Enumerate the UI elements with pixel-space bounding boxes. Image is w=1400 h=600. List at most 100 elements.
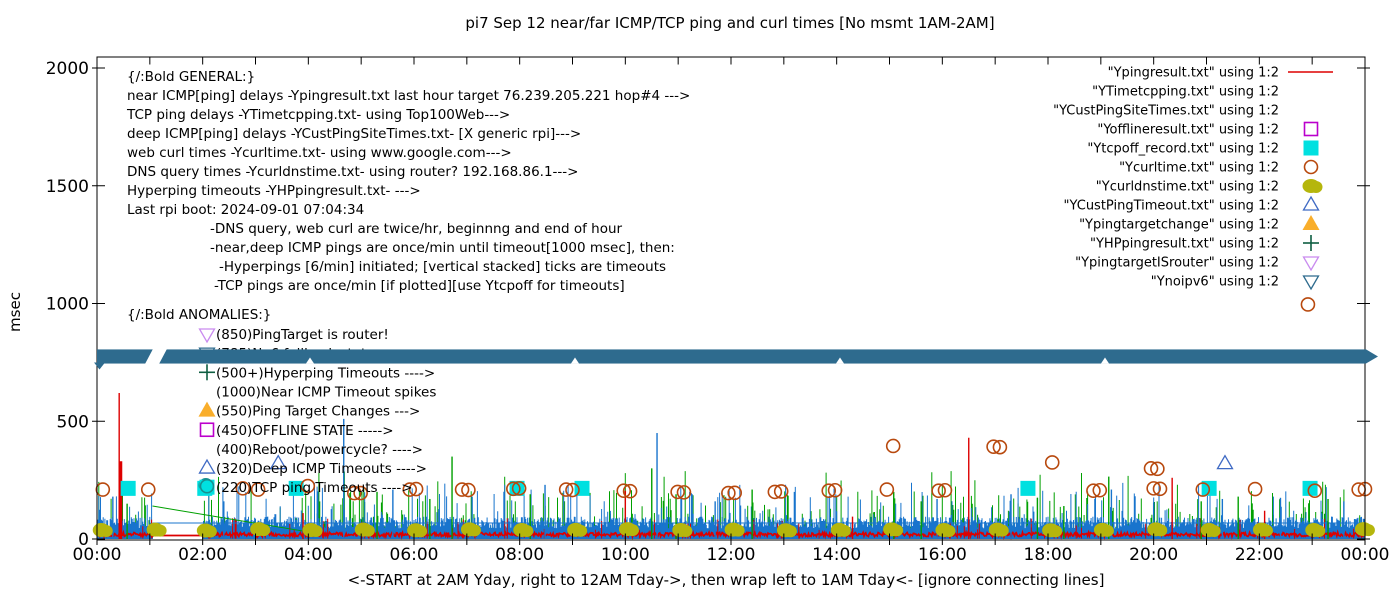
curl-time-point <box>353 485 368 501</box>
y-axis-label: msec <box>6 292 24 332</box>
legend-label: "Ytcpoff_record.txt" using 1:2 <box>1087 142 1279 157</box>
curl-time-point <box>676 485 692 500</box>
legend-marker <box>1303 140 1319 156</box>
legend-label: "Ycurltime.txt" using 1:2 <box>1119 161 1279 176</box>
dns-time-point <box>1154 524 1168 537</box>
dns-time-point <box>1259 524 1273 537</box>
legend-marker <box>1302 215 1320 230</box>
curl-time-point <box>1307 483 1323 499</box>
green-connecting-line <box>152 505 309 533</box>
tcpoff-point <box>288 480 304 496</box>
general-line: -Hyperpings [6/min] initiated; [vertical… <box>219 259 666 275</box>
anomaly-marker <box>198 401 216 417</box>
curl-time-point <box>506 481 521 497</box>
y-tick-label: 1000 <box>46 295 89 315</box>
axis-ticks: 00:00 02:00 04:00 06:00 08:00 10:00 12:00 14:00… <box>46 57 1390 565</box>
dns-time-point <box>783 525 797 538</box>
noipv6-band-notch <box>571 357 579 364</box>
x-tick-label: 20:00 <box>1129 545 1178 565</box>
general-line: Hyperping timeouts -YHPpingresult.txt- -… <box>127 183 421 199</box>
dns-time-point <box>1049 525 1063 538</box>
anomaly-line: (1000)Near ICMP Timeout spikes <box>216 384 436 400</box>
general-line: -near,deep ICMP pings are once/min until… <box>210 240 675 256</box>
legend-marker <box>1309 181 1323 193</box>
x-tick-label: 08:00 <box>495 545 544 565</box>
legend-label: "YHPpingresult.txt" using 1:2 <box>1090 237 1279 252</box>
curl-time-point <box>992 439 1008 455</box>
curl-time-point <box>1300 297 1316 312</box>
legend-label: "YTimetcpping.txt" using 1:2 <box>1092 85 1279 100</box>
legend-marker <box>1302 195 1320 211</box>
legend-marker <box>1303 159 1319 175</box>
y-tick-label: 2000 <box>46 59 89 79</box>
dns-time-point <box>731 524 745 537</box>
curl-time-point <box>773 484 789 499</box>
x-tick-label: 02:00 <box>178 545 227 565</box>
general-line: near ICMP[ping] delays -Ypingresult.txt … <box>127 88 690 104</box>
curl-time-point <box>1247 481 1263 497</box>
dns-time-point <box>890 524 904 537</box>
general-header: {/:Bold GENERAL:} <box>127 69 255 85</box>
y-tick-label: 1500 <box>46 177 89 197</box>
curl-time-point <box>250 482 266 497</box>
curl-time-point <box>1086 483 1101 499</box>
curl-time-point <box>511 481 527 496</box>
curl-time-point <box>1044 455 1060 470</box>
anomaly-line: (850)PingTarget is router! <box>216 327 389 343</box>
legend-label: "Ynoipv6" using 1:2 <box>1151 275 1279 290</box>
curl-time-point <box>986 439 1001 454</box>
anomaly-line: (220)TCP ping Timeouts ----> <box>216 480 413 496</box>
curl-time-point <box>558 482 574 497</box>
anomaly-line: (320)Deep ICMP Timeouts ----> <box>216 461 427 477</box>
x-tick-label: 16:00 <box>918 545 967 565</box>
x-tick-label: 06:00 <box>390 545 439 565</box>
curl-time-point <box>767 484 783 500</box>
noipv6-band-gap <box>145 348 167 365</box>
tcpoff-point <box>1020 480 1036 496</box>
legend-marker <box>1302 275 1320 291</box>
anomaly-marker <box>199 422 215 438</box>
dns-time-point <box>520 525 534 538</box>
deep-timeout-point <box>1216 454 1234 470</box>
anomaly-marker <box>198 458 216 474</box>
general-line: Last rpi boot: 2024-09-01 07:04:34 <box>127 202 364 218</box>
x-tick-label: 14:00 <box>812 545 861 565</box>
general-annotations: {/:Bold GENERAL:} near ICMP[ping] delays … <box>126 69 690 294</box>
x-tick-label: 00:00 <box>73 545 122 565</box>
general-line: web curl times -Ycurltime.txt- using www… <box>127 145 512 161</box>
noipv6-band-tip <box>94 362 105 370</box>
anomaly-line: (450)OFFLINE STATE -----> <box>216 423 394 439</box>
dns-time-point <box>625 524 639 537</box>
general-line: TCP ping delays -YTimetcpping.txt- using… <box>126 107 510 123</box>
curl-time-point <box>402 482 418 497</box>
dns-time-point <box>1207 525 1221 538</box>
dns-time-point <box>467 524 481 537</box>
dns-time-point <box>153 524 167 537</box>
curl-time-point <box>346 485 362 501</box>
general-line: deep ICMP[ping] delays -YCustPingSiteTim… <box>127 126 581 142</box>
curl-time-point <box>565 482 580 498</box>
legend-label: "YCustPingSiteTimes.txt" using 1:2 <box>1053 104 1279 119</box>
x-tick-label: 04:00 <box>284 545 333 565</box>
curl-time-point <box>885 438 901 454</box>
tcpoff-point <box>1302 480 1318 496</box>
deep-timeout-point <box>269 454 287 470</box>
dns-time-point <box>995 524 1009 537</box>
anomaly-line: (500+)Hyperping Timeouts ----> <box>216 365 435 381</box>
x-axis-label: <-START at 2AM Yday, right to 12AM Tday-… <box>348 571 1105 589</box>
curl-time-point <box>879 482 895 497</box>
anomaly-annotations: {/:Bold ANOMALIES:} (850)PingTarget is ro… <box>127 307 436 496</box>
legend-label: "YCustPingTimeout.txt" using 1:2 <box>1064 199 1279 214</box>
tcpoff-point <box>120 480 136 496</box>
noipv6-band-rect <box>97 349 1366 364</box>
dns-time-point <box>942 525 956 538</box>
noipv6-band-notch <box>306 357 314 364</box>
anomaly-marker <box>198 328 216 344</box>
curl-time-point <box>95 482 111 497</box>
dns-time-point <box>361 524 375 537</box>
plot-data <box>92 297 1375 540</box>
x-tick-label: 10:00 <box>601 545 650 565</box>
chart-title: pi7 Sep 12 near/far ICMP/TCP ping and cu… <box>465 14 994 32</box>
general-line: -TCP pings are once/min [if plotted][use… <box>214 278 625 294</box>
